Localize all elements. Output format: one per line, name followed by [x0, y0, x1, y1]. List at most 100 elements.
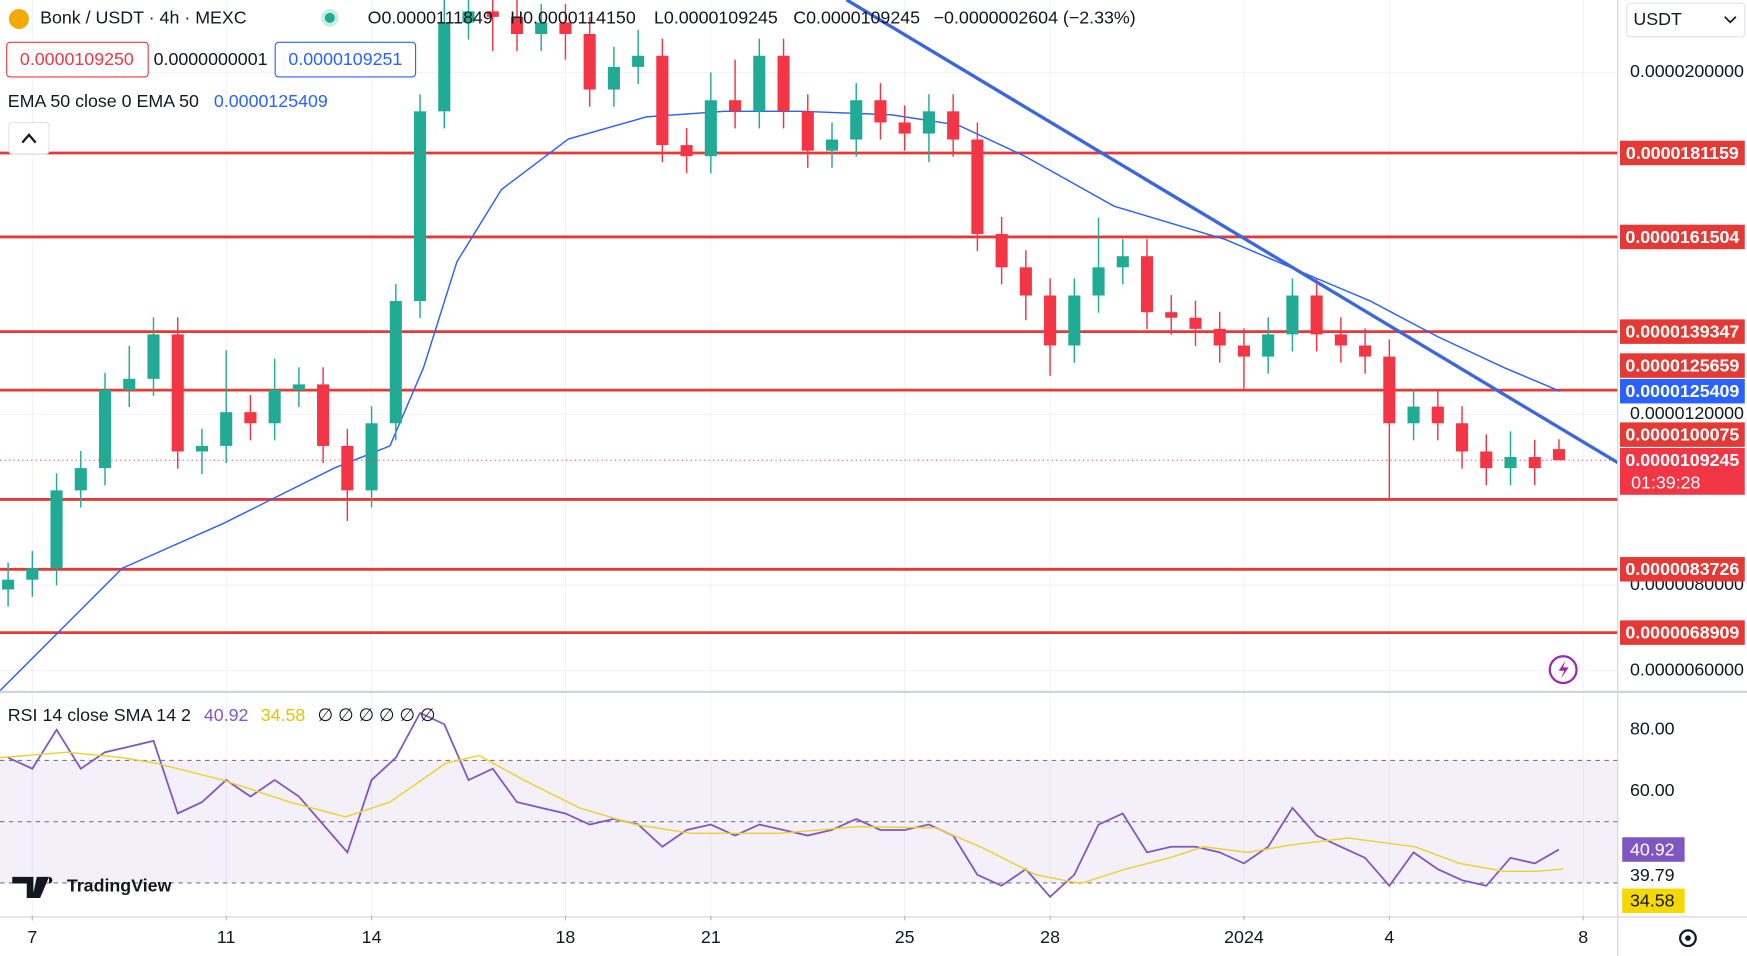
ema-legend: EMA 50 close 0 EMA 50 — [8, 91, 199, 111]
x-tick-label: 25 — [895, 927, 915, 947]
ema-legend-value: 0.0000125409 — [214, 91, 328, 111]
x-tick-label: 8 — [1578, 927, 1588, 947]
candle-body — [389, 301, 402, 424]
candle-body — [1044, 295, 1057, 346]
candle-body — [317, 384, 330, 446]
candle-body — [1383, 356, 1396, 424]
sell-button[interactable] — [6, 41, 149, 78]
candle-body — [195, 445, 209, 452]
candle-body — [147, 334, 160, 379]
countdown: 01:39:28 — [1631, 472, 1700, 492]
rsi-line — [7, 711, 1560, 899]
candle-body — [413, 111, 427, 302]
alert-bolt — [1558, 660, 1569, 679]
level-label: 0.0000083726 — [1625, 559, 1739, 579]
trendline — [845, 0, 1618, 465]
logo-mark — [12, 876, 53, 899]
candle-body — [1407, 406, 1420, 424]
rsi-legend: RSI 14 close SMA 14 2 — [8, 705, 191, 725]
x-tick-label: 2024 — [1224, 927, 1264, 947]
candle-body — [607, 66, 620, 90]
candle-body — [947, 111, 960, 140]
y-tick-label: 0.0000060000 — [1630, 659, 1744, 679]
ohlc-high: H0.0000114150 — [510, 8, 636, 28]
level-box — [1619, 319, 1745, 344]
settings-icon[interactable] — [1679, 929, 1697, 948]
candle-body — [1213, 328, 1226, 346]
candle-body — [995, 233, 1008, 268]
rsi-pane — [0, 693, 1618, 916]
candle-body — [1359, 345, 1372, 357]
x-tick-label: 7 — [27, 927, 37, 947]
buy-button[interactable] — [274, 41, 417, 78]
candle-body — [971, 139, 984, 234]
candle-body — [898, 122, 911, 134]
candle-body — [74, 468, 87, 491]
candle-body — [1262, 334, 1275, 357]
candle-body — [462, 11, 475, 23]
candle-body — [1286, 295, 1299, 335]
ohlc-open: O0.0000111849 — [368, 8, 493, 28]
y-tick-label: 60.00 — [1630, 780, 1675, 800]
candle-body — [1334, 334, 1347, 346]
x-tick-label: 28 — [1040, 927, 1060, 947]
level-box — [1619, 620, 1745, 645]
rsi-line — [0, 751, 1564, 885]
level-label: 0.0000181159 — [1626, 143, 1739, 163]
candle-body — [220, 412, 233, 446]
spread: 0.0000000001 — [154, 49, 268, 69]
candle-body — [753, 55, 766, 112]
level-box — [1619, 140, 1745, 166]
currency[interactable]: USDT — [1633, 9, 1682, 29]
level-box — [1619, 557, 1745, 582]
candle-body — [26, 568, 39, 580]
buy-price[interactable]: 0.0000109251 — [288, 49, 402, 69]
candle-body — [801, 111, 814, 151]
ohlc-change: −0.0000002604 (−2.33%) — [934, 8, 1136, 28]
candle-body — [438, 22, 451, 112]
ohlc-low: L0.0000109245 — [654, 8, 778, 28]
y-tick-label: 80.00 — [1630, 719, 1675, 739]
candle-body — [1019, 267, 1032, 296]
candle-body — [704, 100, 717, 157]
candle-body — [1116, 256, 1129, 268]
candle-body — [656, 55, 669, 146]
candle-body — [850, 100, 863, 140]
candle-body — [244, 412, 257, 424]
symbol: Bonk / USDT · 4h · MEXC — [40, 8, 247, 28]
candle-body — [680, 145, 693, 157]
candle-body — [1140, 256, 1154, 313]
rsi-legend-value: 40.92 — [204, 705, 249, 725]
level-box — [1619, 353, 1745, 378]
candle-body — [1552, 449, 1566, 461]
candle-body — [123, 378, 136, 390]
candle-body — [1528, 457, 1541, 469]
candle-body — [1189, 317, 1202, 329]
rsi-value-box — [1622, 888, 1685, 914]
status-dot — [324, 12, 335, 23]
candle-body — [1165, 312, 1178, 318]
x-tick-label: 14 — [362, 927, 382, 947]
rsi-value-label: 40.92 — [1630, 839, 1675, 859]
sell-price[interactable]: 0.0000109250 — [20, 49, 134, 69]
level-label: 0.0000068909 — [1625, 622, 1739, 642]
candle-body — [1068, 295, 1081, 346]
candle-body — [559, 22, 572, 34]
x-tick-label: 11 — [217, 927, 236, 947]
candle-body — [486, 11, 499, 17]
collapse-button[interactable] — [8, 122, 50, 155]
y-tick-label: 0.0000200000 — [1630, 61, 1744, 81]
currency-select[interactable] — [1626, 2, 1746, 38]
candle-body — [825, 139, 839, 151]
candle-body — [510, 16, 524, 34]
price-pane — [0, 0, 1618, 691]
candle-body — [50, 490, 63, 569]
level-label: 0.0000125659 — [1625, 355, 1739, 375]
candle-body — [1480, 451, 1493, 469]
candle-body — [292, 384, 305, 390]
x-tick-label: 4 — [1384, 927, 1394, 947]
level-box — [1619, 224, 1745, 250]
candle-body — [365, 423, 378, 491]
